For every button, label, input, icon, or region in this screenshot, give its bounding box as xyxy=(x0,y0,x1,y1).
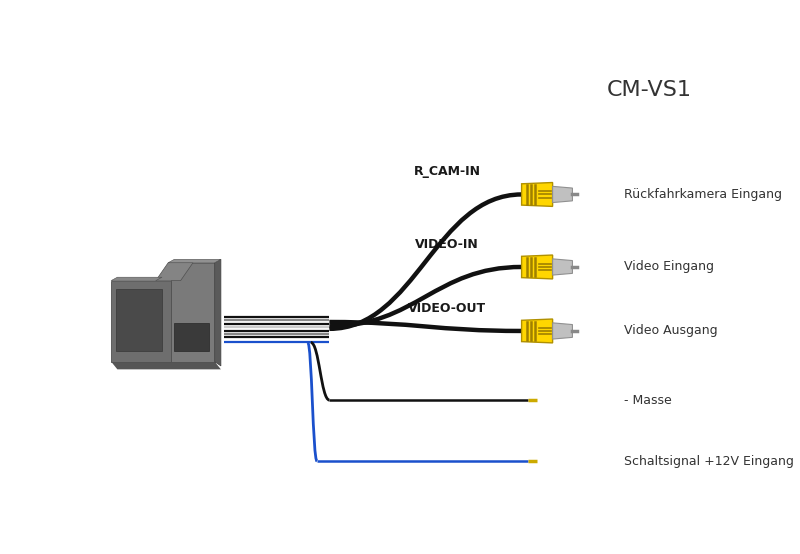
Text: Video Ausgang: Video Ausgang xyxy=(624,325,718,337)
Text: Schaltsignal +12V Eingang: Schaltsignal +12V Eingang xyxy=(624,455,794,468)
Polygon shape xyxy=(111,277,162,281)
Polygon shape xyxy=(553,323,573,339)
Polygon shape xyxy=(522,319,553,343)
Text: Video Eingang: Video Eingang xyxy=(624,260,714,274)
Polygon shape xyxy=(174,324,209,351)
Polygon shape xyxy=(156,263,193,281)
Polygon shape xyxy=(214,259,221,366)
Polygon shape xyxy=(553,186,573,203)
Polygon shape xyxy=(168,259,221,263)
Polygon shape xyxy=(553,259,573,275)
Polygon shape xyxy=(171,263,214,362)
Text: CM-VS1: CM-VS1 xyxy=(607,80,692,100)
Polygon shape xyxy=(111,281,171,362)
Polygon shape xyxy=(111,362,221,370)
Polygon shape xyxy=(522,182,553,207)
Text: VIDEO-IN: VIDEO-IN xyxy=(415,238,479,251)
Text: - Masse: - Masse xyxy=(624,393,672,407)
Text: VIDEO-OUT: VIDEO-OUT xyxy=(408,302,486,315)
Polygon shape xyxy=(116,289,162,351)
Text: Rückfahrkamera Eingang: Rückfahrkamera Eingang xyxy=(624,188,782,201)
Polygon shape xyxy=(522,255,553,279)
Text: R_CAM-IN: R_CAM-IN xyxy=(414,165,481,178)
